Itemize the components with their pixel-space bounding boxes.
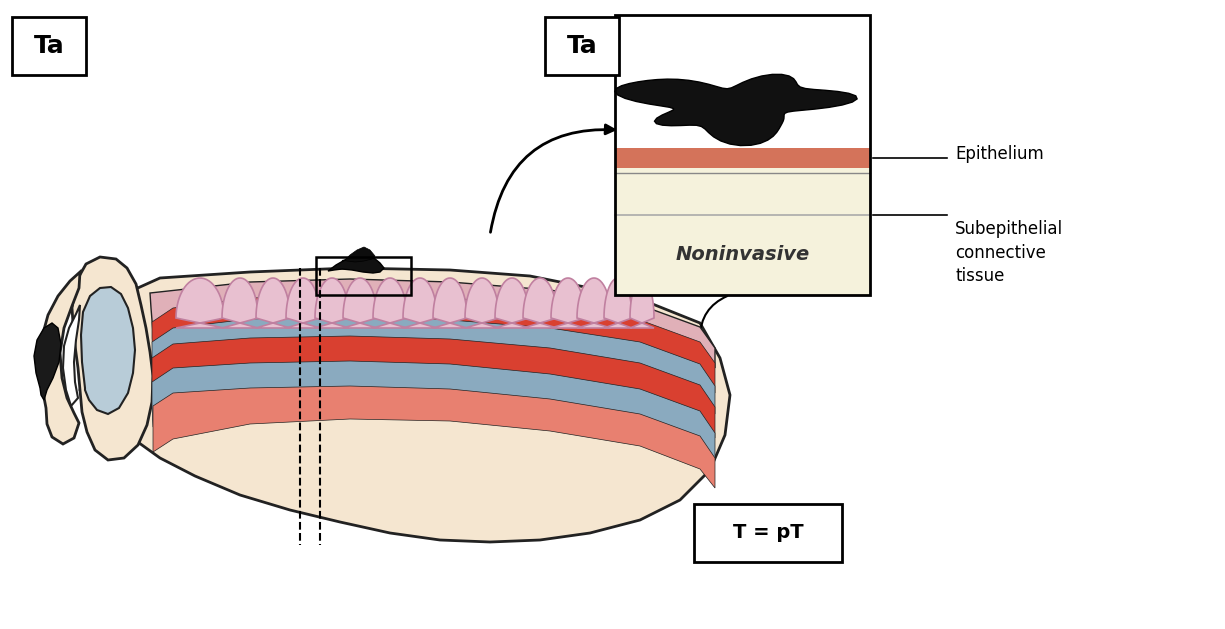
Polygon shape — [615, 74, 858, 145]
Polygon shape — [256, 278, 290, 328]
FancyBboxPatch shape — [12, 17, 86, 75]
Polygon shape — [152, 295, 715, 393]
Text: Noninvasive: Noninvasive — [675, 245, 810, 265]
FancyBboxPatch shape — [615, 15, 870, 148]
Polygon shape — [343, 278, 377, 328]
Polygon shape — [152, 317, 715, 414]
Polygon shape — [432, 278, 467, 328]
Polygon shape — [81, 287, 135, 414]
Polygon shape — [604, 278, 632, 328]
Polygon shape — [152, 361, 715, 460]
Polygon shape — [285, 278, 320, 328]
Polygon shape — [630, 278, 654, 328]
Polygon shape — [342, 247, 375, 262]
Polygon shape — [40, 272, 80, 444]
Polygon shape — [72, 257, 153, 460]
Polygon shape — [403, 278, 437, 328]
Polygon shape — [328, 252, 383, 273]
Polygon shape — [176, 278, 224, 328]
Polygon shape — [577, 278, 611, 328]
Text: T = pT: T = pT — [733, 523, 804, 542]
Text: Epithelium: Epithelium — [956, 145, 1044, 163]
Polygon shape — [153, 386, 715, 488]
FancyBboxPatch shape — [545, 17, 619, 75]
FancyBboxPatch shape — [615, 148, 870, 168]
Polygon shape — [222, 278, 258, 328]
Text: Ta: Ta — [567, 34, 598, 58]
Polygon shape — [80, 268, 730, 542]
Polygon shape — [466, 278, 499, 328]
Polygon shape — [152, 336, 715, 438]
Polygon shape — [495, 278, 529, 328]
Polygon shape — [372, 278, 407, 328]
Text: Ta: Ta — [33, 34, 65, 58]
Text: Subepithelial
connective
tissue: Subepithelial connective tissue — [956, 220, 1063, 285]
Polygon shape — [523, 278, 557, 328]
FancyArrowPatch shape — [490, 125, 614, 232]
Polygon shape — [34, 323, 61, 400]
Polygon shape — [149, 279, 715, 368]
Polygon shape — [62, 305, 80, 406]
FancyBboxPatch shape — [615, 168, 870, 295]
Polygon shape — [315, 278, 349, 328]
Polygon shape — [551, 278, 586, 328]
FancyBboxPatch shape — [695, 504, 842, 562]
